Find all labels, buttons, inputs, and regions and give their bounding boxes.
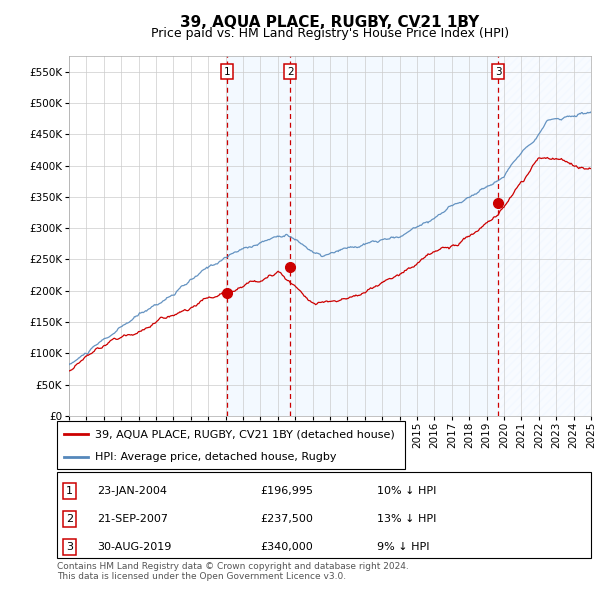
Text: Price paid vs. HM Land Registry's House Price Index (HPI): Price paid vs. HM Land Registry's House … [151,27,509,40]
Text: 30-AUG-2019: 30-AUG-2019 [97,542,172,552]
Text: 39, AQUA PLACE, RUGBY, CV21 1BY (detached house): 39, AQUA PLACE, RUGBY, CV21 1BY (detache… [95,429,395,439]
Text: 10% ↓ HPI: 10% ↓ HPI [377,486,437,496]
Bar [498,56,591,416]
Text: 13% ↓ HPI: 13% ↓ HPI [377,514,437,524]
Text: 3: 3 [67,542,73,552]
Text: 21-SEP-2007: 21-SEP-2007 [97,514,168,524]
Text: 23-JAN-2004: 23-JAN-2004 [97,486,167,496]
Text: 9% ↓ HPI: 9% ↓ HPI [377,542,430,552]
FancyBboxPatch shape [57,421,405,469]
Text: 2: 2 [287,67,293,77]
Text: HPI: Average price, detached house, Rugby: HPI: Average price, detached house, Rugb… [95,452,337,462]
Text: £237,500: £237,500 [260,514,313,524]
Text: 1: 1 [223,67,230,77]
Text: 3: 3 [495,67,502,77]
Text: £340,000: £340,000 [260,542,313,552]
Text: 39, AQUA PLACE, RUGBY, CV21 1BY: 39, AQUA PLACE, RUGBY, CV21 1BY [181,15,479,30]
Text: 1: 1 [67,486,73,496]
Text: £196,995: £196,995 [260,486,313,496]
Text: 2: 2 [66,514,73,524]
Bar [227,56,498,416]
Text: Contains HM Land Registry data © Crown copyright and database right 2024.: Contains HM Land Registry data © Crown c… [57,562,409,571]
FancyBboxPatch shape [57,472,591,558]
Text: This data is licensed under the Open Government Licence v3.0.: This data is licensed under the Open Gov… [57,572,346,581]
